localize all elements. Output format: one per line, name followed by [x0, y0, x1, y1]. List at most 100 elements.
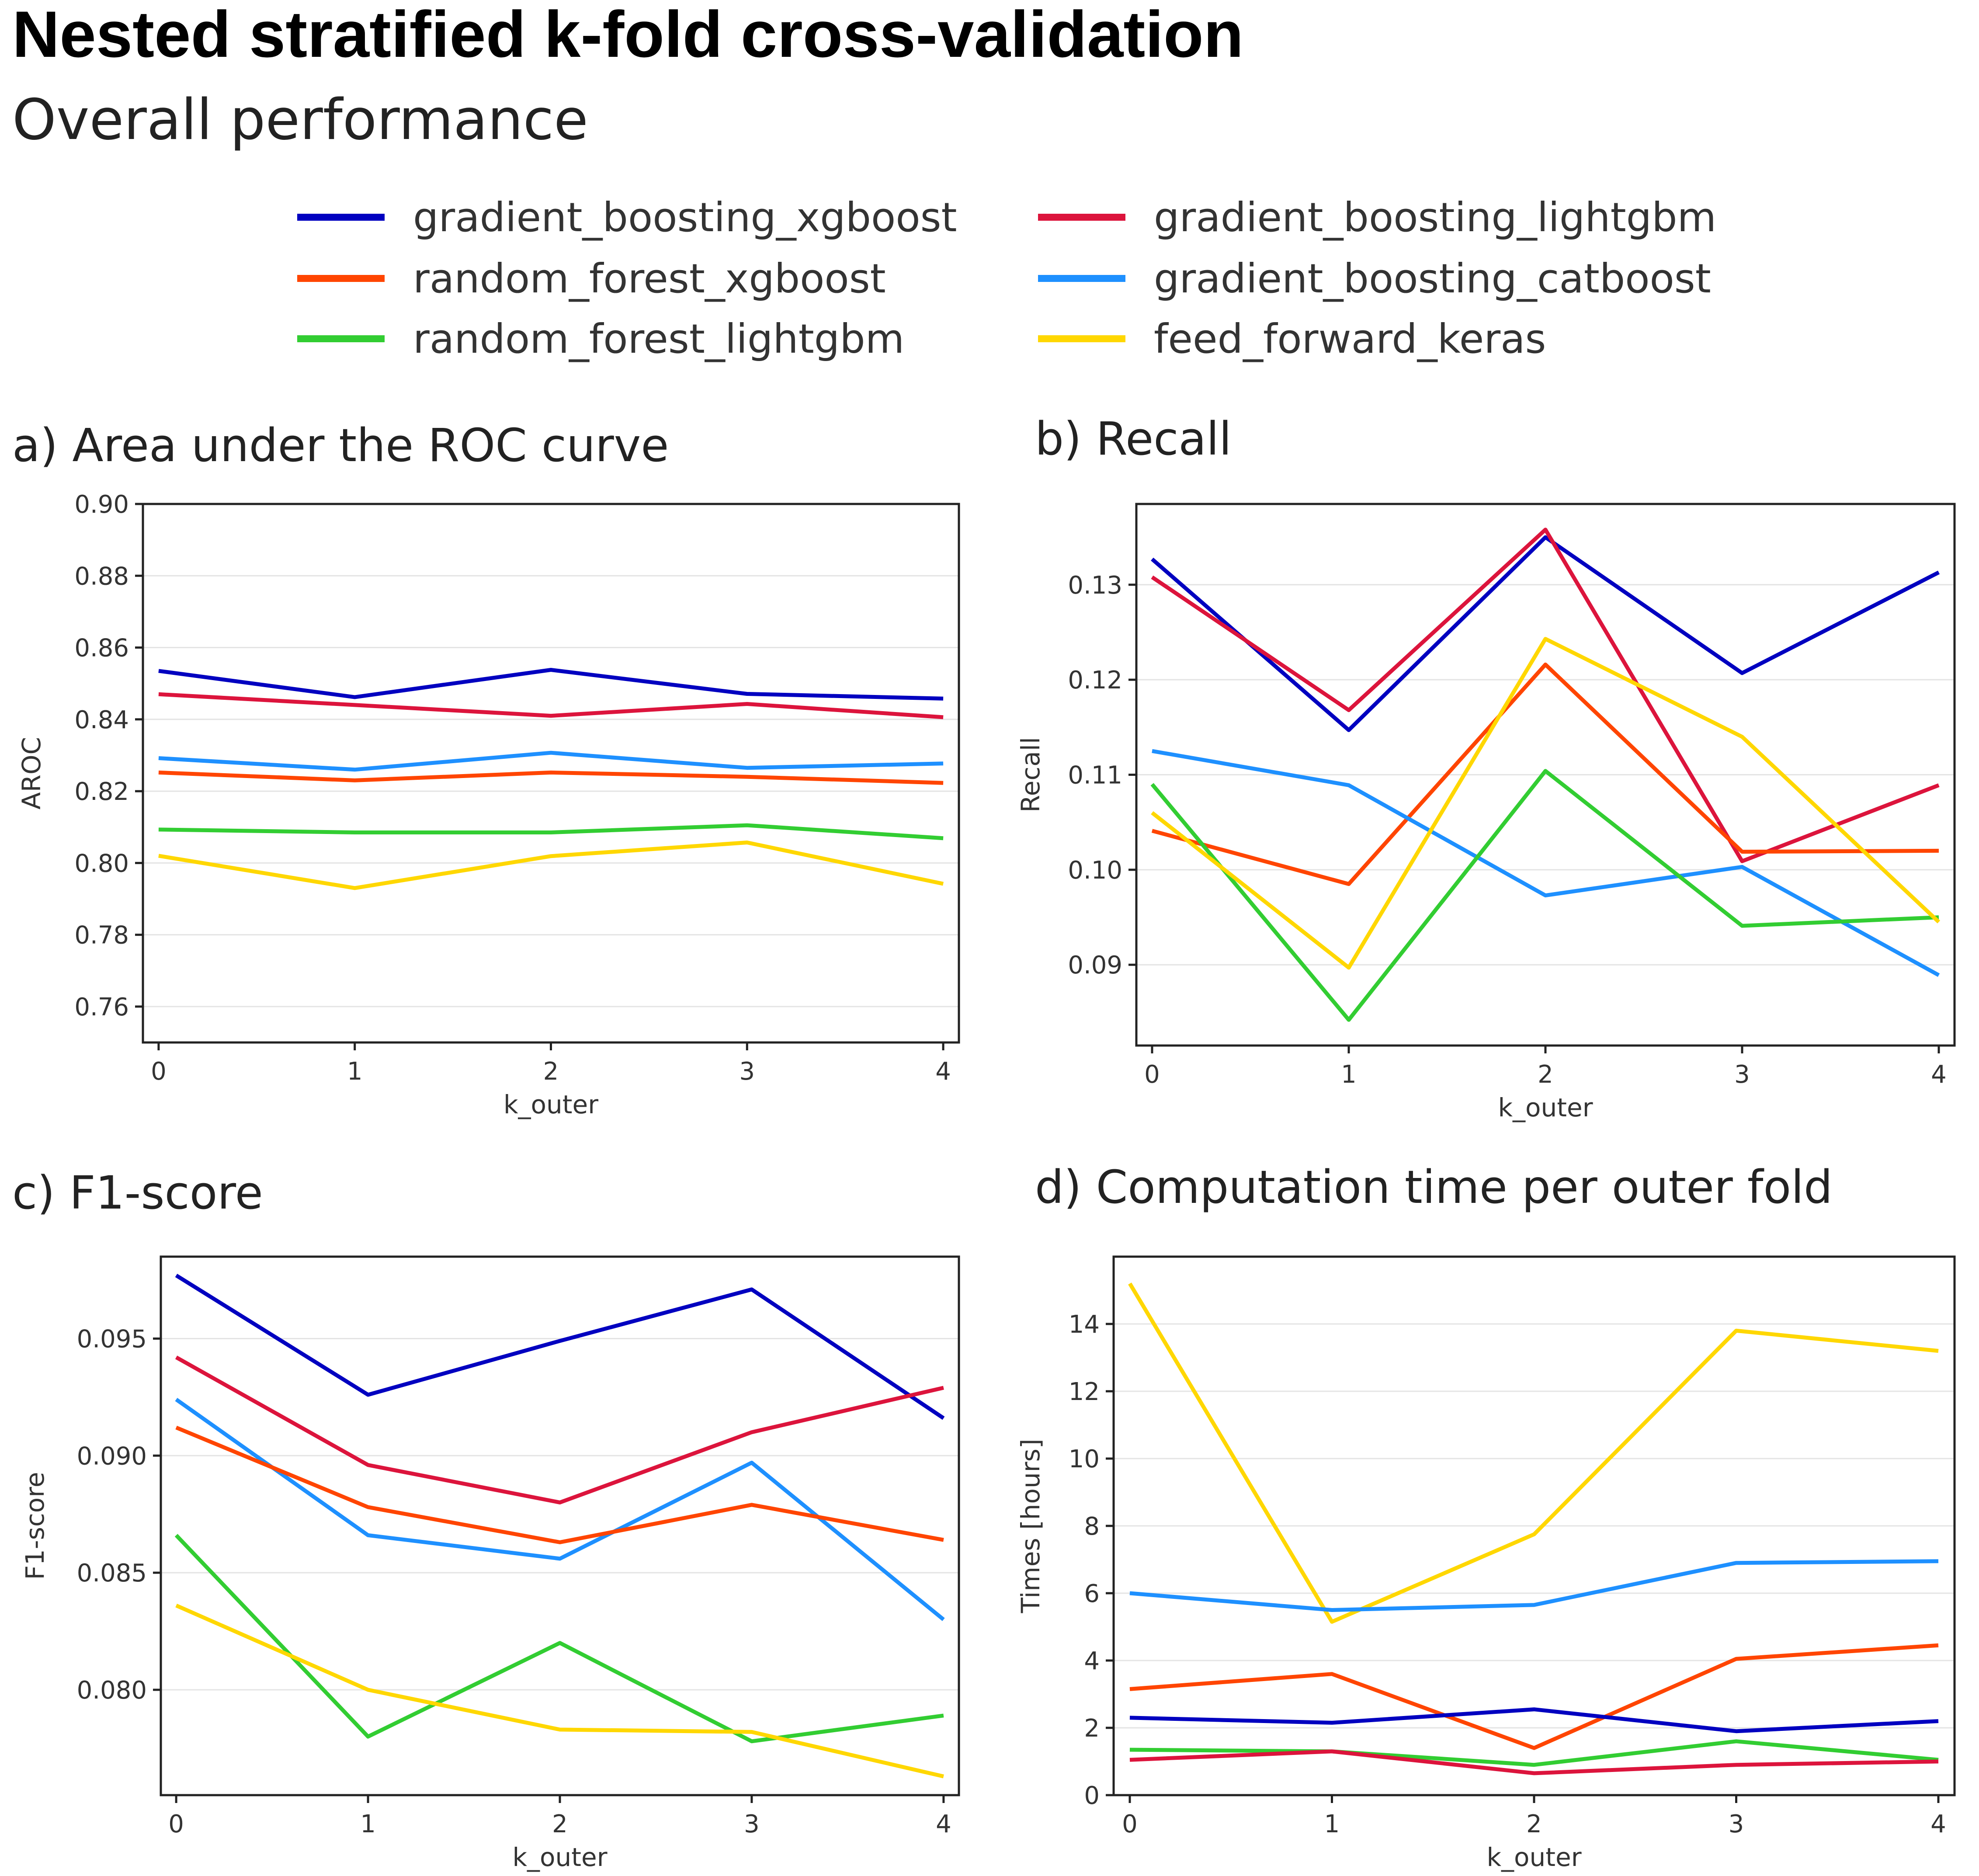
y-tick-label: 0.84 [74, 706, 129, 734]
x-tick-label: 0 [1122, 1810, 1138, 1838]
series-line-feed_forward_keras [158, 841, 944, 890]
series-line-random_forest_lightgbm [1129, 1739, 1939, 1767]
x-axis-label: k_outer [1486, 1842, 1581, 1872]
x-tick-label: 4 [1930, 1810, 1946, 1838]
legend-entry: random_forest_lightgbm [297, 316, 904, 362]
series-line-gradient_boosting_lightgbm [1129, 1749, 1939, 1775]
x-axis-label: k_outer [1498, 1093, 1593, 1122]
figure-title: Nested stratified k-fold cross-validatio… [12, 0, 1243, 71]
y-tick-label: 0.080 [77, 1676, 147, 1705]
legend-entry: gradient_boosting_xgboost [297, 194, 957, 241]
x-tick-label: 2 [552, 1810, 568, 1838]
x-tick-label: 1 [360, 1810, 376, 1838]
panel-title: b) Recall [1035, 412, 1232, 466]
y-tick-label: 0.09 [1068, 951, 1122, 980]
series-line-feed_forward_keras [1128, 1282, 1939, 1624]
y-tick-label: 6 [1084, 1580, 1100, 1608]
y-tick-label: 0.11 [1068, 761, 1122, 790]
y-tick-label: 0.78 [74, 921, 129, 950]
panel-title: a) Area under the ROC curve [12, 419, 669, 472]
series-line-random_forest_lightgbm [158, 823, 944, 841]
legend-label: gradient_boosting_lightgbm [1154, 194, 1716, 241]
y-tick-label: 0.76 [74, 993, 129, 1021]
x-tick-label: 4 [935, 1057, 951, 1086]
series-line-feed_forward_keras [1151, 637, 1941, 970]
x-tick-label: 1 [1341, 1060, 1357, 1089]
y-tick-label: 0.085 [77, 1559, 147, 1588]
x-tick-label: 2 [1538, 1060, 1553, 1089]
y-tick-label: 0.90 [74, 490, 129, 519]
legend-entry: gradient_boosting_catboost [1038, 255, 1711, 302]
x-axis-label: k_outer [512, 1842, 607, 1872]
series-line-gradient_boosting_xgboost [175, 1274, 945, 1420]
y-tick-label: 0.86 [74, 634, 129, 663]
series-line-random_forest_xgboost [1151, 662, 1939, 886]
y-tick-label: 0.82 [74, 778, 129, 806]
y-tick-label: 14 [1069, 1310, 1100, 1339]
series-line-random_forest_xgboost [1129, 1643, 1939, 1750]
series-line-gradient_boosting_lightgbm [175, 1355, 944, 1504]
y-tick-label: 4 [1084, 1647, 1100, 1675]
plot-frame [160, 1255, 960, 1796]
legend: gradient_boosting_xgboost gradient_boosti… [297, 194, 1716, 362]
x-tick-label: 3 [1734, 1060, 1750, 1089]
y-axis-label: AROC [17, 737, 46, 809]
series-line-gradient_boosting_catboost [1129, 1559, 1939, 1612]
legend-entry: feed_forward_keras [1038, 316, 1546, 362]
y-tick-label: 0.12 [1068, 666, 1122, 695]
y-tick-label: 2 [1084, 1714, 1100, 1743]
x-axis-label: k_outer [503, 1090, 598, 1119]
series-line-gradient_boosting_catboost [158, 750, 944, 772]
y-axis-label: Times [hours] [1016, 1439, 1045, 1614]
x-tick-label: 4 [1931, 1060, 1947, 1089]
panel-a: a) Area under the ROC curve 0.76 0.78 0.80 0… [12, 419, 960, 1119]
legend-entry: gradient_boosting_lightgbm [1038, 194, 1716, 241]
x-tick-label: 3 [1729, 1810, 1744, 1838]
x-tick-label: 3 [744, 1810, 760, 1838]
panel-c: c) F1-score 0.080 0.085 0.090 0.095 0 1 2 3 4 k_ou… [12, 1166, 960, 1872]
y-axis-label: Recall [1016, 737, 1045, 813]
panel-title: c) F1-score [12, 1166, 263, 1219]
y-tick-label: 0.10 [1068, 856, 1122, 885]
legend-label: random_forest_xgboost [413, 255, 886, 302]
series-line-gradient_boosting_lightgbm [1151, 528, 1940, 863]
x-tick-label: 1 [1324, 1810, 1340, 1838]
x-tick-label: 0 [151, 1057, 167, 1086]
series-line-random_forest_xgboost [158, 770, 944, 785]
panel-b: b) Recall 0.09 0.10 0.11 0.12 0.13 0 1 2 3 4 k_oute… [1016, 412, 1956, 1122]
x-tick-label: 1 [347, 1057, 363, 1086]
y-tick-label: 0.88 [74, 562, 129, 591]
series-line-gradient_boosting_catboost [1152, 749, 1940, 977]
x-tick-label: 2 [543, 1057, 559, 1086]
x-tick-label: 2 [1526, 1810, 1542, 1838]
plot-frame [142, 503, 960, 1044]
y-tick-label: 10 [1069, 1445, 1100, 1473]
legend-label: gradient_boosting_catboost [1154, 255, 1711, 302]
y-tick-label: 0.80 [74, 849, 129, 878]
panel-title: d) Computation time per outer fold [1035, 1160, 1833, 1214]
y-tick-label: 8 [1084, 1512, 1100, 1541]
series-line-random_forest_lightgbm [174, 1534, 944, 1744]
legend-entry: random_forest_xgboost [297, 255, 886, 302]
y-tick-label: 0.090 [77, 1442, 147, 1470]
y-tick-label: 0 [1084, 1782, 1100, 1810]
x-tick-label: 4 [936, 1810, 951, 1838]
panel-d: d) Computation time per outer fold 0 2 4 6 8 1… [1016, 1160, 1956, 1872]
series-line-gradient_boosting_xgboost [158, 668, 944, 701]
series-line-feed_forward_keras [175, 1603, 944, 1779]
series-line-gradient_boosting_xgboost [1151, 535, 1940, 732]
plot-frame [1112, 1255, 1956, 1796]
y-tick-label: 0.095 [77, 1325, 147, 1353]
legend-label: feed_forward_keras [1154, 316, 1546, 362]
series-line-random_forest_lightgbm [1150, 769, 1939, 1022]
series-line-gradient_boosting_lightgbm [158, 692, 944, 719]
legend-label: random_forest_lightgbm [413, 316, 904, 362]
series-line-random_forest_xgboost [175, 1425, 944, 1544]
y-tick-label: 12 [1069, 1378, 1100, 1406]
figure-subtitle: Overall performance [12, 87, 588, 153]
y-tick-label: 0.13 [1068, 571, 1122, 600]
x-tick-label: 3 [739, 1057, 755, 1086]
plot-frame [1135, 503, 1956, 1047]
